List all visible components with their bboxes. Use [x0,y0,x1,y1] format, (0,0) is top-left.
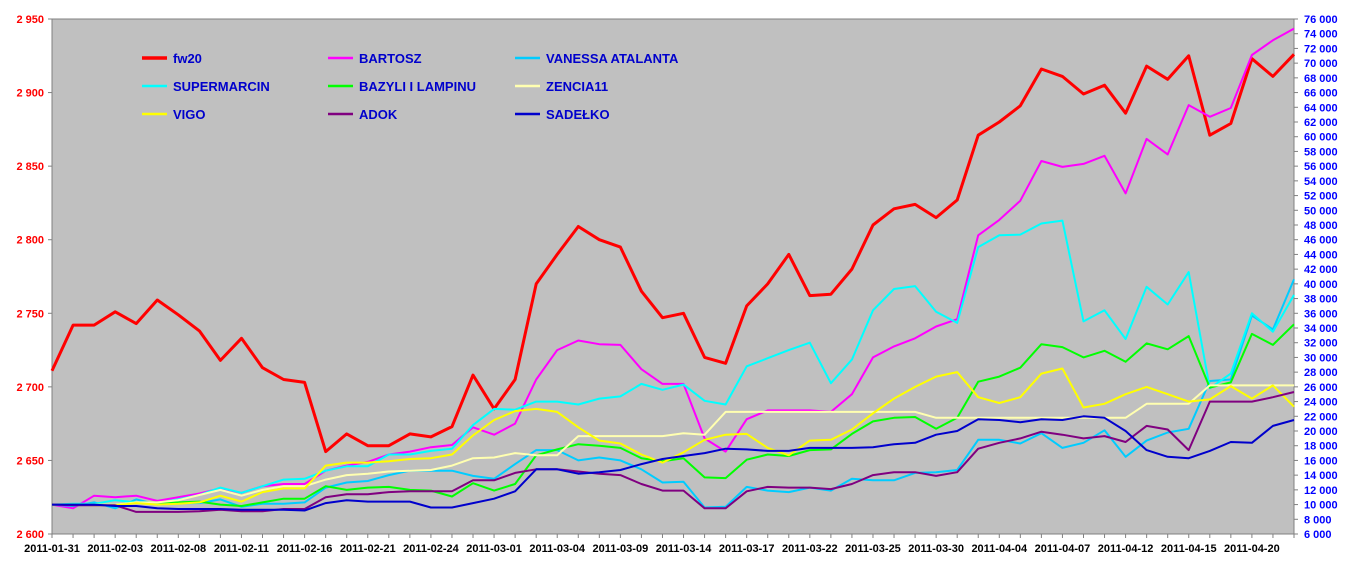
legend-item: ADOK [328,107,398,122]
x-tick-label: 2011-04-20 [1224,543,1280,555]
legend-item: SADEŁKO [515,107,610,122]
left-tick-label: 2 750 [16,308,44,320]
left-tick-label: 2 800 [16,235,44,247]
series-lines [50,27,1296,513]
right-tick-label: 74 000 [1304,29,1338,41]
right-tick-label: 18 000 [1304,441,1338,453]
right-tick-label: 38 000 [1304,294,1338,306]
right-tick-label: 52 000 [1304,191,1338,203]
left-tick-label: 2 700 [16,382,44,394]
right-tick-label: 70 000 [1304,58,1338,70]
x-tick-label: 2011-04-07 [1035,543,1091,555]
right-tick-label: 22 000 [1304,411,1338,423]
x-tick-label: 2011-02-24 [403,543,460,555]
left-axis: 2 600 2 650 2 700 2 750 2 800 2 850 2 900 2 950 [16,14,53,541]
left-tick-label: 2 850 [16,161,44,173]
legend-label: fw20 [173,51,202,66]
legend-item: fw20 [142,51,202,66]
x-tick-label: 2011-04-04 [971,543,1028,555]
right-tick-label: 34 000 [1304,323,1338,335]
legend-label: VIGO [173,107,206,122]
x-axis: 2011-01-31 2011-02-03 2011-02-08 2011-02-11… [24,533,1295,555]
right-tick-label: 28 000 [1304,367,1338,379]
right-tick-label: 30 000 [1304,352,1338,364]
right-tick-label: 16 000 [1304,455,1338,467]
right-tick-label: 48 000 [1304,220,1338,232]
legend-label: BARTOSZ [359,51,422,66]
right-axis: 6 000 8 000 10 000 12 000 14 000 16 000 18 000… [1293,14,1338,541]
right-tick-label: 76 000 [1304,14,1338,26]
left-tick-label: 2 900 [16,88,44,100]
right-tick-label: 26 000 [1304,382,1338,394]
x-tick-label: 2011-04-15 [1161,543,1217,555]
right-tick-label: 10 000 [1304,500,1338,512]
x-tick-label: 2011-03-09 [593,543,649,555]
right-tick-label: 6 000 [1304,529,1332,541]
x-tick-label: 2011-03-01 [466,543,522,555]
series-line-vanessa-atalanta [51,279,1295,510]
legend-item: VANESSA ATALANTA [515,51,679,66]
series-line-supermarcin [51,219,1295,506]
right-tick-label: 56 000 [1304,161,1338,173]
right-tick-label: 66 000 [1304,88,1338,100]
legend-item: ZENCIA11 [515,79,608,94]
series-line-zencia11 [52,384,1294,506]
right-tick-label: 44 000 [1304,249,1338,261]
series-line-sade-ko [52,415,1295,512]
x-tick-label: 2011-04-12 [1098,543,1154,555]
legend-label: BAZYLI I LAMPINU [359,79,476,94]
x-tick-label: 2011-02-08 [150,543,206,555]
x-tick-label: 2011-03-14 [656,543,713,555]
right-tick-label: 62 000 [1304,117,1338,129]
left-tick-label: 2 950 [16,14,44,26]
right-tick-label: 54 000 [1304,176,1338,188]
x-tick-label: 2011-02-11 [214,543,269,555]
right-tick-label: 14 000 [1304,470,1338,482]
legend-item: VIGO [142,107,206,122]
right-tick-label: 72 000 [1304,43,1338,55]
x-tick-label: 2011-03-30 [908,543,964,555]
right-tick-label: 36 000 [1304,308,1338,320]
right-tick-label: 20 000 [1304,426,1338,438]
right-tick-label: 68 000 [1304,73,1338,85]
plot-area [51,18,1295,535]
legend-item: SUPERMARCIN [142,79,270,94]
right-tick-label: 8 000 [1304,514,1332,526]
right-tick-label: 42 000 [1304,264,1338,276]
legend-item: BARTOSZ [328,51,422,66]
series-line-fw20 [50,53,1296,454]
x-tick-label: 2011-03-04 [529,543,586,555]
legend-label: ADOK [359,107,398,122]
left-tick-label: 2 650 [16,455,44,467]
right-tick-label: 40 000 [1304,279,1338,291]
right-tick-label: 12 000 [1304,485,1338,497]
legend-label: SADEŁKO [546,107,610,122]
legend-item: BAZYLI I LAMPINU [328,79,476,94]
left-tick-label: 2 600 [16,529,44,541]
x-tick-label: 2011-03-17 [719,543,775,555]
legend-label: VANESSA ATALANTA [546,51,679,66]
x-tick-label: 2011-03-25 [845,543,901,555]
x-tick-label: 2011-02-03 [87,543,143,555]
right-tick-label: 32 000 [1304,338,1338,350]
x-tick-label: 2011-02-21 [340,543,396,555]
legend-label: ZENCIA11 [546,79,608,94]
right-tick-label: 50 000 [1304,205,1338,217]
x-tick-label: 2011-03-22 [782,543,838,555]
right-tick-label: 46 000 [1304,235,1338,247]
x-tick-label: 2011-01-31 [24,543,80,555]
legend-label: SUPERMARCIN [173,79,270,94]
right-tick-label: 58 000 [1304,146,1338,158]
series-line-adok [51,391,1295,513]
series-line-bazyli-i-lampinu [52,323,1295,507]
right-tick-label: 60 000 [1304,132,1338,144]
legend: fw20 BARTOSZ VANESSA ATALANTA SUPERMARCIN BA… [142,51,679,122]
right-tick-label: 24 000 [1304,397,1338,409]
x-tick-label: 2011-02-16 [277,543,333,555]
right-tick-label: 64 000 [1304,102,1338,114]
